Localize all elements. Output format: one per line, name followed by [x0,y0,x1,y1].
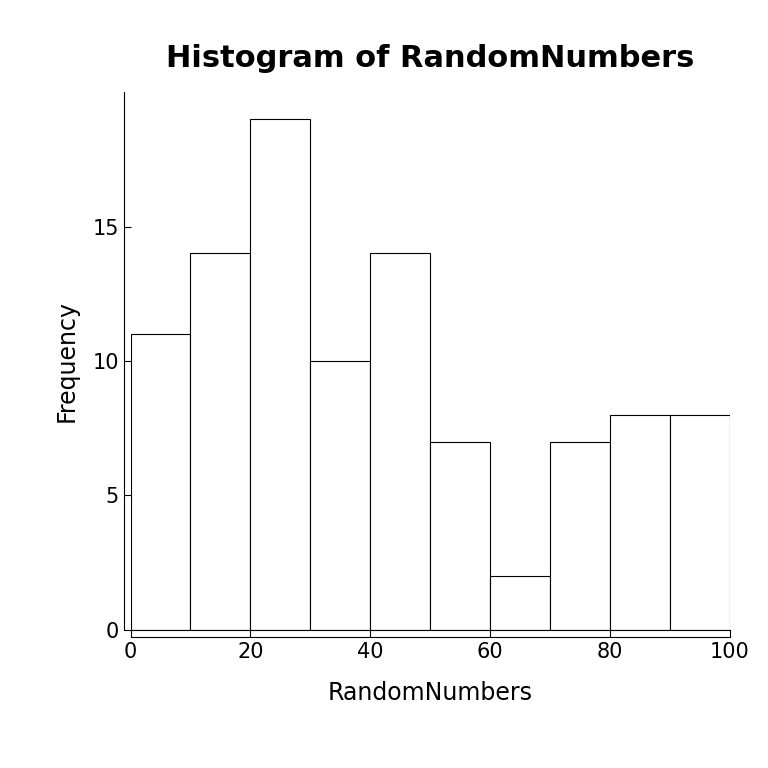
Bar [610,415,670,630]
Bar [430,442,490,630]
Bar [490,576,550,630]
Title: Histogram of RandomNumbers: Histogram of RandomNumbers [166,44,694,73]
Bar [370,253,430,630]
X-axis label: RandomNumbers: RandomNumbers [328,681,532,705]
Bar [190,253,250,630]
Bar [550,442,610,630]
Bar [131,334,190,630]
Y-axis label: Frequency: Frequency [55,300,78,422]
Bar [310,361,370,630]
Bar [250,119,310,630]
Bar [670,415,730,630]
